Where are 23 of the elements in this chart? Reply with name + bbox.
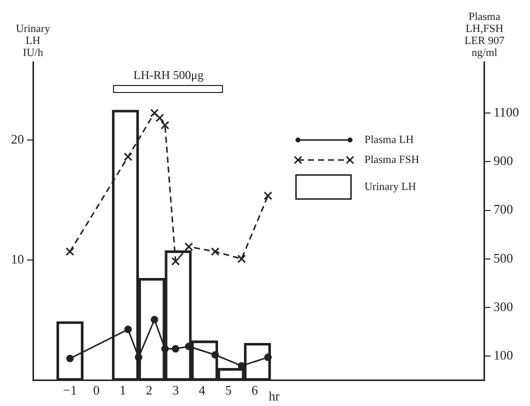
y2-tick-label: 1100 bbox=[493, 104, 520, 120]
y2-tick-label: 300 bbox=[493, 298, 513, 314]
x-tick-label: 6 bbox=[252, 382, 259, 398]
x-tick-label: 5 bbox=[225, 382, 232, 398]
legend-label: Plasma LH bbox=[364, 134, 414, 146]
y2-axis-title: Plasma LH,FSH LER 907 ng/ml bbox=[464, 11, 505, 59]
legend-label: Plasma FSH bbox=[364, 154, 420, 166]
x-tick-label: 0 bbox=[93, 382, 100, 398]
legend-label: Urinary LH bbox=[364, 181, 416, 193]
y2-tick-label: 500 bbox=[493, 250, 513, 266]
x-tick-label: 4 bbox=[198, 382, 206, 398]
y-axis-title: Urinary LH IU/h bbox=[16, 23, 51, 59]
x-tick-label: 1 bbox=[120, 382, 126, 398]
y2-tick-label: 900 bbox=[493, 153, 513, 168]
x-tick-label: 2 bbox=[146, 382, 152, 398]
x-axis-title: hr bbox=[268, 388, 280, 404]
y-tick-label: 10 bbox=[11, 252, 24, 267]
y2-tick-label: 700 bbox=[493, 202, 513, 217]
x-tick-label: 3 bbox=[172, 382, 179, 398]
y-tick-label: 20 bbox=[11, 132, 24, 147]
x-tick-label: −1 bbox=[63, 382, 77, 398]
y2-tick-label: 100 bbox=[493, 348, 513, 363]
annotation: LH-RH 500μg bbox=[133, 68, 204, 83]
